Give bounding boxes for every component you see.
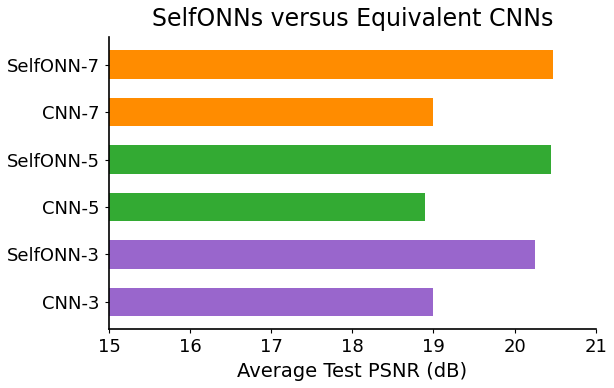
Bar xyxy=(109,145,551,174)
Bar xyxy=(109,193,426,221)
Title: SelfONNs versus Equivalent CNNs: SelfONNs versus Equivalent CNNs xyxy=(152,7,553,31)
Bar xyxy=(109,50,553,79)
Bar xyxy=(109,288,433,316)
Bar xyxy=(109,240,535,269)
X-axis label: Average Test PSNR (dB): Average Test PSNR (dB) xyxy=(237,362,467,381)
Bar xyxy=(109,98,433,126)
